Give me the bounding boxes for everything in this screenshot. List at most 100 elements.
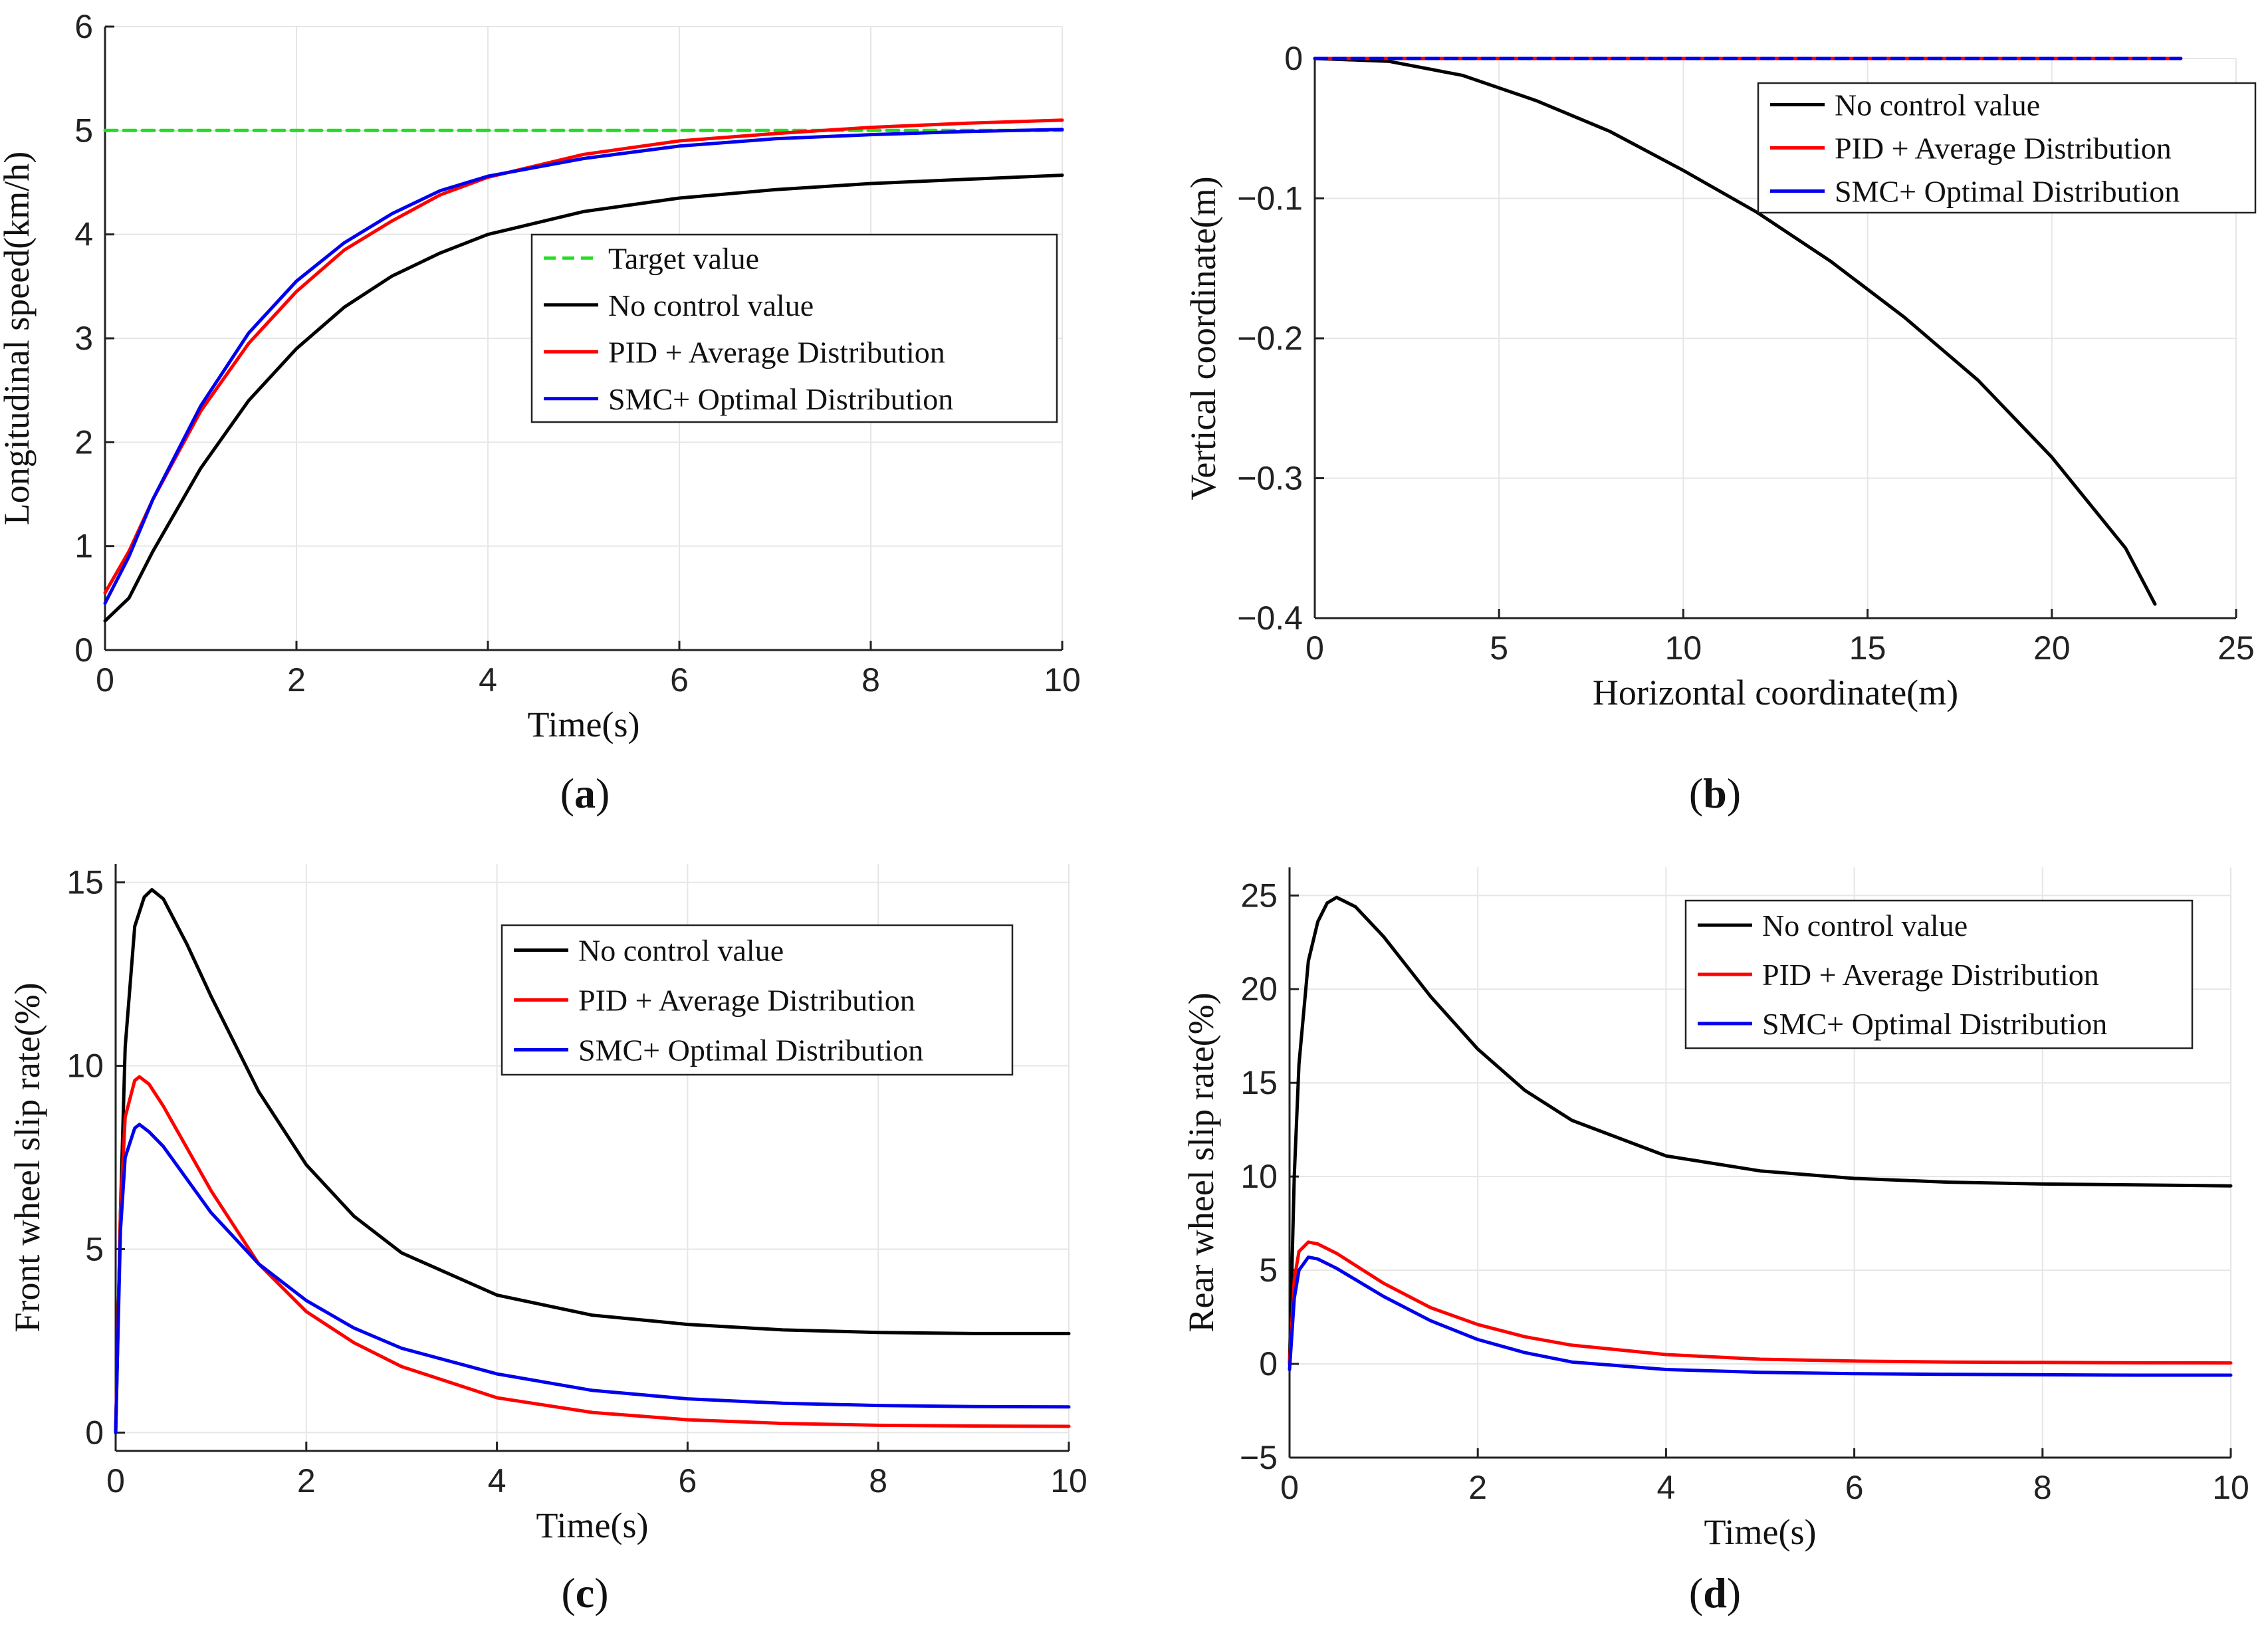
- series-line-4: [103, 128, 1064, 605]
- panel-label-close: ): [1727, 1569, 1741, 1616]
- y-tick-label: −5: [1240, 1439, 1278, 1476]
- panel-label: (b): [1689, 770, 1741, 817]
- y-axis-label: Rear wheel slip rate(%): [1181, 992, 1221, 1332]
- x-tick-label: 0: [96, 661, 114, 699]
- x-tick-label: 10: [1050, 1462, 1087, 1499]
- legend-box: [501, 924, 1014, 1076]
- legend-label: SMC+ Optimal Distribution: [608, 382, 953, 416]
- x-axis-label: Time(s): [1704, 1512, 1816, 1552]
- y-tick-label: −0.3: [1237, 460, 1303, 497]
- y-tick-label: 5: [1259, 1252, 1278, 1289]
- y-axis-label: Longitudinal speed(km/h): [0, 152, 37, 525]
- x-tick-label: 10: [1044, 661, 1081, 699]
- series-line-3: [114, 1123, 1071, 1434]
- legend-box: [1757, 82, 2257, 214]
- panel-label-open: (: [560, 770, 574, 817]
- x-axis-label: Time(s): [527, 705, 639, 744]
- y-tick-label: 5: [74, 112, 93, 149]
- x-tick-label: 0: [106, 1462, 125, 1499]
- series-line-1: [1313, 56, 2157, 606]
- x-tick-label: 20: [2033, 629, 2071, 667]
- panel-label-close: ): [594, 1569, 608, 1616]
- series-line-1: [114, 888, 1071, 1434]
- x-tick-label: 5: [1490, 629, 1508, 667]
- series-line-2: [103, 173, 1064, 623]
- panel-label: (d): [1689, 1569, 1741, 1616]
- legend: No control value PID + Average Distributi…: [501, 924, 1014, 1076]
- legend: No control value PID + Average Distributi…: [1684, 899, 2194, 1049]
- y-tick-label: 15: [66, 864, 104, 901]
- y-tick-label: 2: [74, 423, 93, 461]
- x-tick-label: 2: [297, 1462, 316, 1499]
- x-tick-label: 0: [1305, 629, 1324, 667]
- y-tick-label: 0: [85, 1414, 104, 1451]
- legend-label: Target value: [608, 241, 759, 275]
- x-tick-label: 8: [2033, 1469, 2052, 1506]
- panel-label-close: ): [596, 770, 610, 817]
- y-tick-label: −0.1: [1237, 180, 1303, 217]
- y-tick-label: 3: [74, 320, 93, 357]
- x-tick-label: 4: [479, 661, 497, 699]
- panel-label-letter: b: [1703, 770, 1727, 817]
- y-tick-label: 1: [74, 528, 93, 565]
- x-tick-label: 2: [1468, 1469, 1487, 1506]
- x-axis-label: Time(s): [536, 1505, 648, 1545]
- x-tick-label: 6: [670, 661, 689, 699]
- legend: No control value PID + Average Distributi…: [1757, 82, 2257, 214]
- x-tick-label: 10: [2212, 1469, 2249, 1506]
- y-tick-label: 5: [85, 1230, 104, 1267]
- legend-label: SMC+ Optimal Distribution: [578, 1034, 923, 1067]
- y-tick-label: 6: [74, 8, 93, 45]
- y-tick-label: 4: [74, 216, 93, 253]
- legend-box: [530, 233, 1058, 423]
- y-tick-label: 20: [1240, 970, 1278, 1008]
- legend-label: SMC+ Optimal Distribution: [1762, 1007, 2107, 1041]
- y-tick-label: 0: [74, 631, 93, 669]
- legend-label: No control value: [608, 288, 814, 322]
- y-tick-label: −0.2: [1237, 320, 1303, 357]
- y-axis-label: Front wheel slip rate(%): [7, 982, 47, 1332]
- x-tick-label: 6: [1845, 1469, 1864, 1506]
- y-tick-label: 15: [1240, 1064, 1278, 1101]
- legend: Target value No control value PID + Averag…: [530, 233, 1058, 423]
- series-line-3: [1288, 1255, 2233, 1377]
- legend-label: PID + Average Distribution: [1762, 958, 2099, 992]
- x-tick-label: 10: [1665, 629, 1702, 667]
- legend-label: SMC+ Optimal Distribution: [1835, 175, 2180, 209]
- series-line-2: [114, 1075, 1071, 1434]
- panel-label-open: (: [1689, 1569, 1703, 1616]
- y-tick-label: 25: [1240, 877, 1278, 914]
- panel-label-open: (: [1689, 770, 1703, 817]
- y-tick-label: 10: [66, 1047, 104, 1085]
- x-tick-label: 8: [861, 661, 880, 699]
- legend-label: No control value: [578, 934, 784, 968]
- y-tick-label: 0: [1284, 40, 1303, 77]
- panel-label-close: ): [1727, 770, 1741, 817]
- series-line-1: [1288, 895, 2233, 1366]
- legend-label: PID + Average Distribution: [1835, 132, 2172, 165]
- legend-label: No control value: [1762, 909, 1968, 942]
- chart-panel-c: 0 2 4 6 8 10 0 5 10 15 Time(s) Front wheel slip rat…: [7, 864, 1087, 1616]
- x-tick-label: 4: [488, 1462, 507, 1499]
- x-tick-label: 2: [287, 661, 306, 699]
- panel-label-letter: c: [576, 1569, 594, 1616]
- panel-label: (c): [561, 1569, 608, 1616]
- y-tick-label: 10: [1240, 1158, 1278, 1195]
- y-tick-label: −0.4: [1237, 600, 1303, 637]
- chart-panel-b: 0 5 10 15 20 25 0 −0.1 −0.2 −0.3 −0.4 Horizontal co…: [1183, 40, 2257, 817]
- y-tick-label: 0: [1259, 1345, 1278, 1382]
- x-tick-label: 4: [1656, 1469, 1675, 1506]
- x-tick-label: 8: [869, 1462, 887, 1499]
- x-tick-label: 6: [678, 1462, 697, 1499]
- x-tick-label: 15: [1849, 629, 1886, 667]
- chart-panel-a: 0 2 4 6 8 10 0 1 2 3 4 5 6 Time(s) Longitudinal speed(…: [0, 8, 1081, 817]
- legend-label: PID + Average Distribution: [578, 984, 915, 1018]
- y-axis-label: Vertical coordinate(m): [1183, 176, 1223, 500]
- x-tick-label: 0: [1280, 1469, 1299, 1506]
- legend-label: PID + Average Distribution: [608, 335, 945, 369]
- legend-label: No control value: [1835, 88, 2040, 122]
- panel-label: (a): [560, 770, 610, 817]
- legend-box: [1684, 899, 2194, 1049]
- panel-label-letter: d: [1703, 1569, 1727, 1616]
